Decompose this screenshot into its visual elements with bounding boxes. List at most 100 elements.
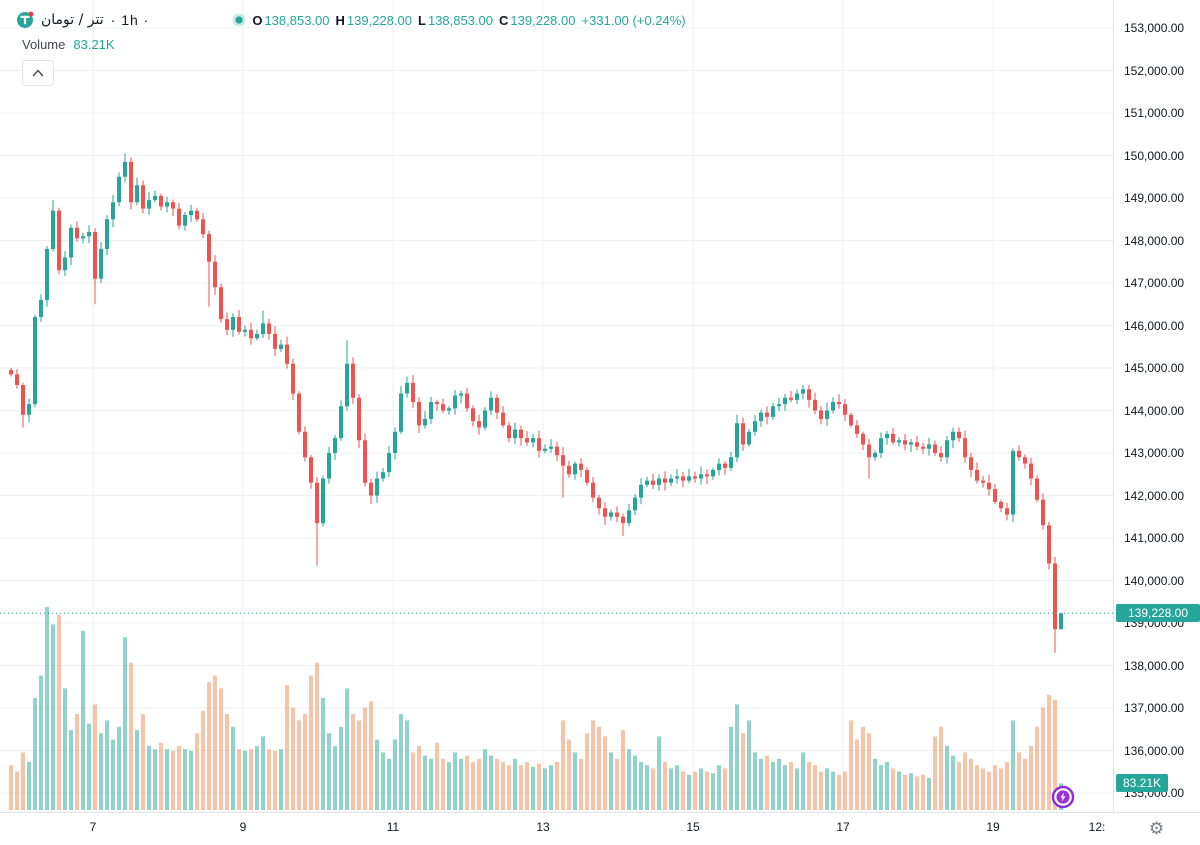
volume-bar (567, 739, 571, 810)
lightning-icon (1051, 785, 1075, 809)
candle-body-up (795, 393, 799, 400)
volume-bar (987, 771, 991, 810)
candle-body-up (951, 431, 955, 441)
candle-body-up (183, 215, 187, 226)
volume-bar (9, 765, 13, 810)
volume-bar (891, 768, 895, 810)
candlestick-chart[interactable] (0, 0, 1113, 812)
candle-body-up (447, 408, 451, 411)
price-tick: 153,000.00 (1124, 21, 1185, 35)
volume-bar (705, 771, 709, 810)
candle-body-down (741, 423, 745, 445)
price-tick: 143,000.00 (1124, 446, 1185, 460)
volume-bar (903, 774, 907, 810)
price-axis[interactable]: 139,228.00 83.21K 153,000.00 152,000.00 15… (1113, 0, 1200, 812)
candle-body-up (279, 344, 283, 349)
volume-bar (429, 758, 433, 810)
volume-bar (771, 762, 775, 810)
candle-body-up (423, 419, 427, 426)
gear-icon[interactable]: ⚙ (1148, 819, 1165, 839)
candle-body-down (891, 433, 895, 443)
volume-bar (285, 685, 289, 810)
volume-bar (231, 726, 235, 810)
volume-bar (975, 765, 979, 810)
price-tick: 138,000.00 (1124, 658, 1185, 673)
boost-button[interactable] (1051, 785, 1075, 809)
ohlc-readout: O 138,853.00 H 139,228.00 L 138,853.00 C 139… (232, 12, 686, 28)
volume-bar (531, 766, 535, 810)
collapse-legend-button[interactable] (22, 60, 54, 86)
candle-body-down (537, 438, 541, 451)
candle-body-up (675, 476, 679, 479)
price-tick: 150,000.00 (1124, 148, 1185, 163)
candle-body-up (1011, 450, 1015, 515)
candle-body-down (765, 412, 769, 417)
price-tick: 149,000.00 (1124, 191, 1185, 205)
volume-bar (99, 733, 103, 810)
candle-body-down (315, 482, 319, 524)
volume-bar (345, 688, 349, 810)
volume-bar (225, 714, 229, 810)
candle-body-down (1023, 457, 1027, 464)
volume-bar (435, 742, 439, 810)
volume-bar (927, 778, 931, 810)
volume-bar (441, 758, 445, 810)
volume-row[interactable]: Volume 83.21K (22, 37, 686, 52)
volume-bar (999, 768, 1003, 810)
candle-body-up (879, 438, 883, 453)
price-tick: 147,000.00 (1124, 276, 1185, 290)
candle-body-down (807, 389, 811, 400)
candle-body-down (249, 329, 253, 339)
volume-bar (579, 758, 583, 810)
volume-bar (201, 710, 205, 810)
volume-bar (597, 726, 601, 810)
candle-body-down (501, 412, 505, 426)
volume-bar (657, 736, 661, 810)
candle-body-down (597, 497, 601, 509)
volume-bar (465, 755, 469, 810)
candle-body-up (897, 440, 901, 443)
candle-body-up (873, 453, 877, 458)
candle-body-up (771, 406, 775, 417)
volume-bar (411, 752, 415, 810)
low-value: 138,853.00 (427, 12, 494, 28)
time-axis[interactable]: ⚙ 7 9 11 13 15 17 19 12: (0, 812, 1200, 845)
candle-body-up (387, 453, 391, 473)
volume-bar (591, 720, 595, 810)
axis-settings-corner: ⚙ (1113, 813, 1200, 845)
volume-bar (87, 723, 91, 810)
price-tick: 141,000.00 (1124, 531, 1185, 545)
candle-body-down (915, 442, 919, 447)
timeframe-label[interactable]: · 1h · (110, 12, 150, 28)
candle-body-up (345, 363, 349, 407)
volume-bar (1011, 720, 1015, 810)
candle-body-down (93, 232, 97, 279)
candle-body-down (195, 210, 199, 220)
volume-bar (843, 771, 847, 810)
candle-body-down (297, 393, 301, 432)
volume-bar (681, 771, 685, 810)
candle-body-down (495, 397, 499, 413)
candle-body-up (45, 249, 49, 300)
volume-bar (207, 682, 211, 810)
candle-body-down (9, 370, 13, 375)
volume-bar (33, 698, 37, 810)
candle-body-down (555, 446, 559, 456)
candle-body-up (63, 257, 67, 271)
price-tick: 145,000.00 (1124, 361, 1185, 375)
candle-body-down (819, 410, 823, 419)
volume-bar (213, 675, 217, 810)
candle-body-up (489, 397, 493, 411)
volume-bar (945, 746, 949, 810)
volume-bar (765, 755, 769, 810)
candle-body-down (921, 446, 925, 449)
volume-bar (519, 765, 523, 810)
volume-bar (909, 773, 913, 810)
candle-body-up (549, 446, 553, 449)
volume-bar (669, 768, 673, 810)
volume-bar (693, 771, 697, 810)
time-tick: 12: (1088, 820, 1106, 834)
symbol-row[interactable]: تتر / تومان · 1h · O 138,853.00 H 139,228.… (16, 10, 686, 30)
volume-bar (495, 758, 499, 810)
candle-body-down (177, 208, 181, 226)
